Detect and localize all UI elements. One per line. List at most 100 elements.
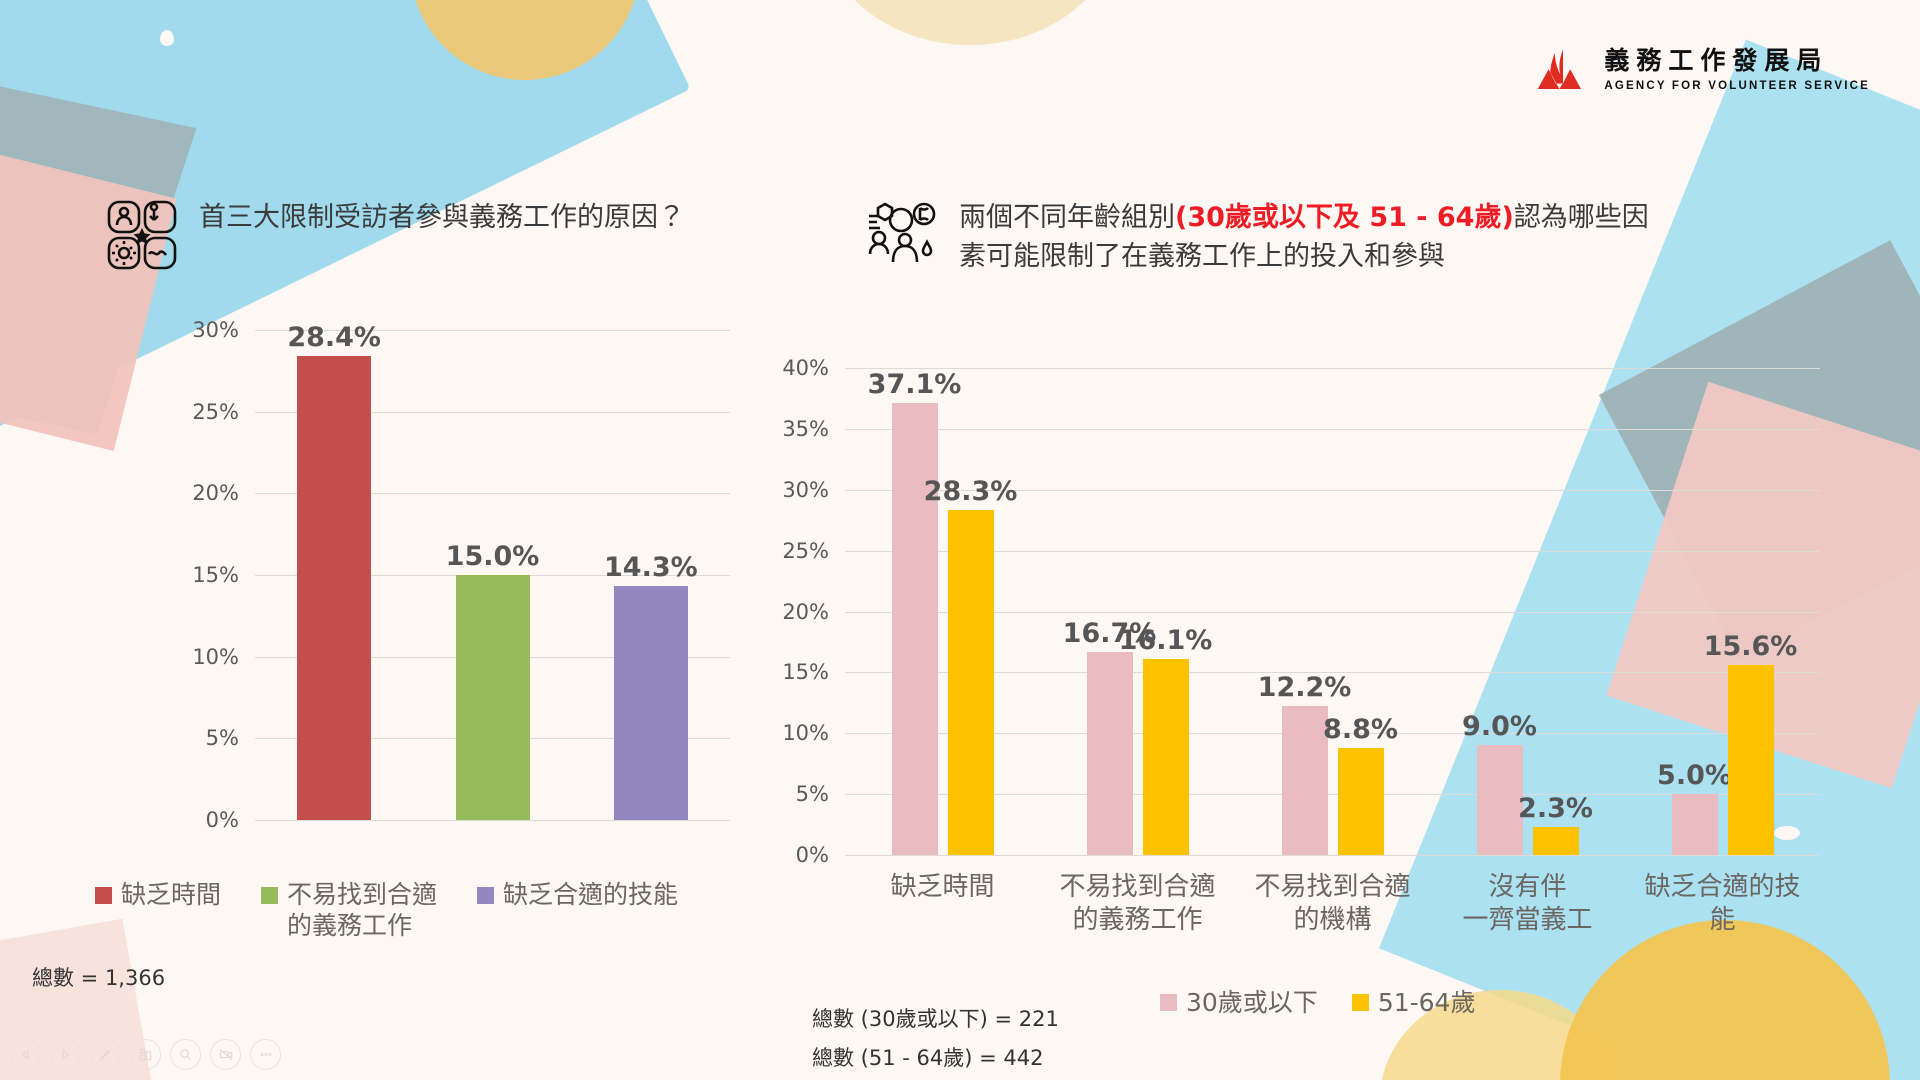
bar-group: 9.0% 2.3% 沒有伴 一齊當義工 xyxy=(1430,368,1625,934)
left-chart-legend: 缺乏時間 不易找到合適 的義務工作 缺乏合適的技能 xyxy=(95,880,678,941)
bar-value-label: 9.0% xyxy=(1462,711,1537,743)
legend-label: 30歲或以下 xyxy=(1186,988,1318,1017)
legend-item: 缺乏時間 xyxy=(95,880,221,911)
y-axis-tick-label: 30% xyxy=(192,318,239,342)
logo-english-name: AGENCY FOR VOLUNTEER SERVICE xyxy=(1604,80,1870,93)
avs-logo-mark-icon xyxy=(1538,49,1582,89)
right-panel-heading-text: 兩個不同年齡組別(30歲或以下及 51 - 64歲)認為哪些因素可能限制了在義務… xyxy=(959,198,1675,276)
people-network-icon xyxy=(868,202,936,263)
right-chart-legend: 30歲或以下 51-64歲 xyxy=(1160,988,1475,1019)
all-slides-button[interactable] xyxy=(130,1039,161,1070)
camera-off-icon xyxy=(219,1048,232,1061)
organisation-logo: 義務工作發展局 AGENCY FOR VOLUNTEER SERVICE xyxy=(1536,44,1870,98)
gridline xyxy=(255,820,730,821)
bar-value-label: 37.1% xyxy=(867,369,962,401)
heading-segment-highlight: (30歲或以下及 51 - 64歲) xyxy=(1175,202,1514,233)
bar-value-label: 8.8% xyxy=(1323,713,1398,745)
video-off-button[interactable] xyxy=(210,1039,241,1070)
left-chart-total-note: 總數 = 1,366 xyxy=(32,966,166,990)
ellipsis-icon xyxy=(259,1052,272,1057)
bar-value-label: 2.3% xyxy=(1518,793,1593,824)
bar-group: 37.1% 28.3% 缺乏時間 xyxy=(845,368,1040,902)
bar-value-label: 28.3% xyxy=(923,476,1018,508)
x-axis-category-label: 不易找到合適 的義務工作 xyxy=(1059,872,1216,935)
legend-label: 缺乏合適的技能 xyxy=(503,880,679,909)
y-axis-tick-label: 5% xyxy=(795,782,829,807)
bar: 28.4% xyxy=(287,322,381,820)
right-chart-total-notes: 總數 (30歲或以下) = 221 總數 (51 - 64歲) = 442 xyxy=(812,1000,1059,1078)
decoration-yellow-circle-top xyxy=(410,0,640,80)
bar: 15.0% xyxy=(446,541,539,820)
y-axis-tick-label: 15% xyxy=(192,563,239,587)
bar-value-label: 16.7% xyxy=(1062,617,1157,649)
total-note: 總數 (30歲或以下) = 221 xyxy=(812,1007,1059,1031)
bar-value-label: 12.2% xyxy=(1257,672,1352,704)
bar: 28.3% xyxy=(924,476,1017,855)
bar-value-label: 28.4% xyxy=(287,322,381,354)
gridline xyxy=(845,428,1820,430)
innovation-gear-people-icon xyxy=(107,200,177,270)
heading-segment-plain-1: 兩個不同年齡組別 xyxy=(959,202,1175,233)
previous-slide-button[interactable] xyxy=(10,1039,41,1070)
gridline xyxy=(845,368,1820,369)
more-options-button[interactable] xyxy=(250,1039,281,1070)
legend-swatch xyxy=(95,887,112,904)
bar: 2.3% xyxy=(1518,793,1593,855)
legend-swatch xyxy=(1160,994,1177,1011)
decoration-yellow-circle-bottom xyxy=(1560,920,1890,1080)
bar: 15.6% xyxy=(1704,631,1797,855)
y-axis-tick-label: 30% xyxy=(782,477,829,502)
y-axis-tick-label: 10% xyxy=(192,644,239,669)
bar: 5.0% xyxy=(1657,760,1732,855)
decoration-cloud-small xyxy=(160,30,174,46)
y-axis-tick-label: 10% xyxy=(782,721,829,746)
decoration-pink-top-left xyxy=(0,118,177,452)
y-axis-tick-label: 5% xyxy=(205,726,239,751)
decoration-yellow-arc-top xyxy=(820,0,1120,45)
x-axis-category-label: 沒有伴 一齊當義工 xyxy=(1462,872,1593,935)
bar-group: 16.7% 16.1% 不易找到合適 的義務工作 xyxy=(1040,368,1235,935)
presentation-toolbar[interactable] xyxy=(10,1039,281,1070)
bar-group: 12.2% 8.8% 不易找到合適 的機構 xyxy=(1235,368,1430,934)
x-axis-category-label: 不易找到合適 的機構 xyxy=(1254,872,1411,935)
gridline xyxy=(255,411,730,413)
y-axis-tick-label: 25% xyxy=(782,538,829,563)
bar-group: 5.0% 15.6% 缺乏合適的技能 xyxy=(1625,368,1820,934)
right-chart-plot-area: 0% 5% 10% 15% 20% 25% 30% 35% 40% 37.1% 28.3% 缺乏時間 1… xyxy=(782,356,1820,935)
next-slide-button[interactable] xyxy=(50,1039,81,1070)
gridline xyxy=(845,550,1820,552)
y-axis-tick-label: 35% xyxy=(782,416,829,441)
legend-label: 缺乏時間 xyxy=(121,880,222,909)
gridline xyxy=(845,794,1820,796)
right-panel-heading: 兩個不同年齡組別(30歲或以下及 51 - 64歲)認為哪些因素可能限制了在義務… xyxy=(865,198,1675,276)
left-panel-heading: 首三大限制受訪者參與義務工作的原因？ xyxy=(105,198,685,272)
total-note: 總數 (51 - 64歲) = 442 xyxy=(812,1045,1044,1070)
bar: 37.1% xyxy=(868,369,961,855)
y-axis-tick-label: 15% xyxy=(782,660,829,685)
bar-value-label: 15.0% xyxy=(445,541,540,572)
legend-swatch xyxy=(477,887,495,904)
legend-item: 30歲或以下 xyxy=(1160,988,1318,1019)
x-axis-category-label: 缺乏合適的技能 xyxy=(1644,872,1801,935)
gridline xyxy=(255,493,730,495)
legend-item: 缺乏合適的技能 xyxy=(477,880,678,911)
y-axis-tick-label: 0% xyxy=(205,808,239,832)
zoom-button[interactable] xyxy=(170,1039,201,1070)
triangle-left-icon xyxy=(21,1049,29,1060)
y-axis-tick-label: 20% xyxy=(192,481,239,506)
bar-value-label: 15.6% xyxy=(1703,631,1798,663)
gridline xyxy=(845,611,1820,613)
y-axis-tick-label: 20% xyxy=(782,599,829,624)
legend-label: 51-64歲 xyxy=(1377,988,1476,1017)
pen-tool-button[interactable] xyxy=(90,1039,121,1070)
x-axis-category-label: 缺乏時間 xyxy=(890,872,995,902)
left-panel-heading-text: 首三大限制受訪者參與義務工作的原因？ xyxy=(199,202,685,233)
pen-icon xyxy=(99,1049,111,1061)
heading-segment-plain-2: 認為哪些因素可能限制了在義務工作上的投入和參與 xyxy=(959,202,1649,273)
legend-item: 51-64歲 xyxy=(1351,988,1476,1019)
bar: 8.8% xyxy=(1323,714,1398,855)
gridline xyxy=(255,330,730,331)
left-chart-plot-area: 0% 5% 10% 15% 20% 25% 30% 28.4% 15.0% 14.3% xyxy=(192,318,730,832)
gridline xyxy=(845,672,1820,674)
